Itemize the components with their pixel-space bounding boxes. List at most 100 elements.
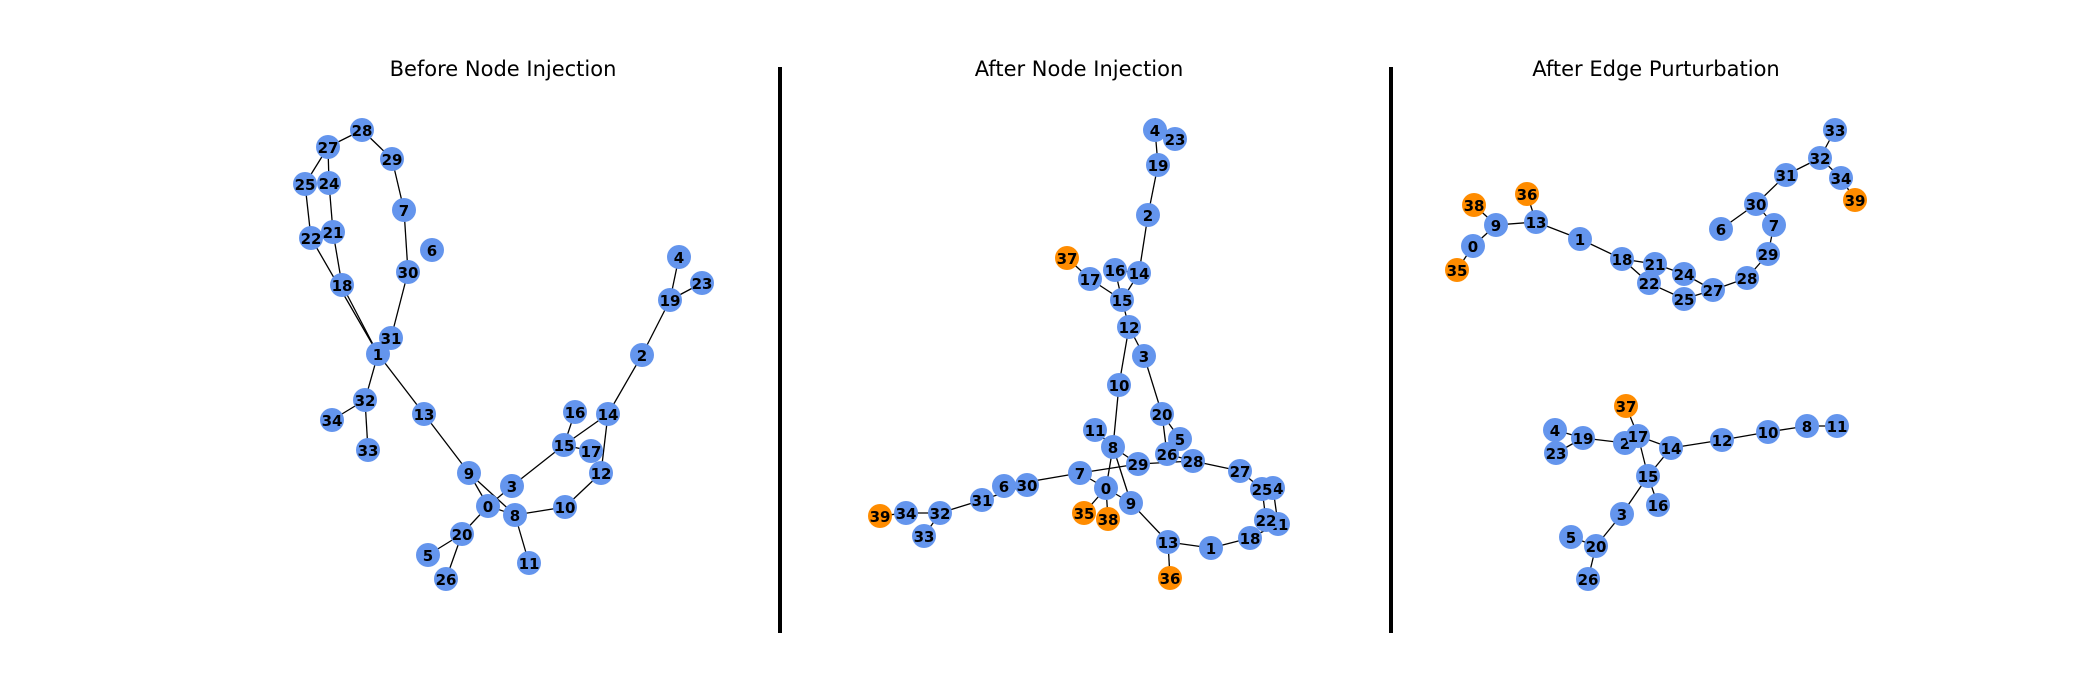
node-circle	[1610, 247, 1634, 271]
edge-9-13	[423, 413, 470, 474]
node-label: 29	[1758, 246, 1779, 264]
node-32: 32	[1808, 146, 1832, 170]
node-label: 2	[1620, 435, 1630, 453]
node-label: 23	[1165, 131, 1186, 149]
node-circle	[412, 402, 436, 426]
node-circle	[1756, 420, 1780, 444]
node-label: 30	[1017, 477, 1038, 495]
node-circle	[1119, 491, 1143, 515]
node-circle	[1576, 567, 1600, 591]
node-label: 1	[1206, 540, 1216, 558]
node-label: 13	[1526, 214, 1547, 232]
node-label: 35	[1447, 262, 1468, 280]
node-9: 9	[457, 461, 481, 485]
node-label: 15	[554, 437, 575, 455]
node-20: 20	[450, 522, 474, 546]
node-circle	[1136, 203, 1160, 227]
node-circle	[596, 402, 620, 426]
node-39: 39	[1843, 188, 1867, 212]
node-label: 17	[581, 443, 602, 461]
node-1: 1	[366, 342, 390, 366]
node-circle	[1762, 213, 1786, 237]
node-circle	[420, 238, 444, 262]
node-circle	[476, 494, 500, 518]
node-31: 31	[1774, 163, 1798, 187]
node-label: 9	[1126, 495, 1136, 513]
node-label: 33	[1825, 122, 1846, 140]
node-21: 21	[321, 220, 345, 244]
injected-node-circle	[1055, 246, 1079, 270]
node-circle	[1107, 373, 1131, 397]
node-label: 22	[301, 230, 322, 248]
node-circle	[1744, 192, 1768, 216]
node-32: 32	[353, 388, 377, 412]
node-circle	[1643, 252, 1667, 276]
node-label: 0	[1101, 480, 1111, 498]
node-label: 0	[1468, 238, 1478, 256]
node-label: 21	[323, 224, 344, 242]
node-label: 1	[1575, 231, 1585, 249]
node-circle	[1015, 473, 1039, 497]
node-label: 28	[352, 122, 373, 140]
node-label: 39	[1845, 192, 1866, 210]
node-circle	[1823, 118, 1847, 142]
node-14: 14	[1127, 261, 1151, 285]
node-24: 24	[317, 171, 341, 195]
node-circle	[1543, 418, 1567, 442]
node-label: 26	[436, 571, 457, 589]
node-circle	[457, 461, 481, 485]
node-label: 14	[598, 406, 619, 424]
node-label: 7	[1769, 217, 1779, 235]
node-8: 8	[1795, 414, 1819, 438]
node-label: 1	[373, 346, 383, 364]
node-label: 7	[399, 202, 409, 220]
node-33: 33	[912, 524, 936, 548]
node-circle	[379, 326, 403, 350]
node-label: 4	[674, 249, 684, 267]
node-28: 28	[350, 118, 374, 142]
node-13: 13	[412, 402, 436, 426]
node-25: 25	[1672, 287, 1696, 311]
node-circle	[1250, 477, 1274, 501]
node-2: 2	[630, 343, 654, 367]
node-28: 28	[1735, 266, 1759, 290]
node-circle	[579, 439, 603, 463]
node-label: 3	[1617, 506, 1627, 524]
node-circle	[1126, 452, 1150, 476]
node-label: 22	[1639, 275, 1660, 293]
node-circle	[356, 438, 380, 462]
node-circle	[1672, 262, 1696, 286]
node-label: 27	[1230, 463, 1251, 481]
node-12: 12	[1710, 428, 1734, 452]
node-label: 2	[1143, 207, 1153, 225]
node-circle	[500, 474, 524, 498]
node-circle	[1637, 271, 1661, 295]
node-label: 31	[1776, 167, 1797, 185]
node-17: 17	[579, 439, 603, 463]
node-label: 18	[332, 277, 353, 295]
node-circle	[1132, 344, 1156, 368]
node-label: 24	[1674, 266, 1695, 284]
node-30: 30	[1015, 473, 1039, 497]
node-label: 25	[295, 176, 316, 194]
node-label: 30	[398, 264, 419, 282]
node-36: 36	[1158, 566, 1182, 590]
node-20: 20	[1584, 534, 1608, 558]
node-label: 18	[1612, 251, 1633, 269]
node-label: 26	[1578, 571, 1599, 589]
injected-node-circle	[1445, 258, 1469, 282]
node-24: 24	[1672, 262, 1696, 286]
node-circle	[317, 171, 341, 195]
node-16: 16	[1646, 493, 1670, 517]
node-33: 33	[356, 438, 380, 462]
node-7: 7	[392, 198, 416, 222]
node-circle	[970, 488, 994, 512]
node-23: 23	[1163, 127, 1187, 151]
node-circle	[552, 433, 576, 457]
node-label: 8	[1108, 439, 1118, 457]
node-29: 29	[380, 147, 404, 171]
node-circle	[1829, 166, 1853, 190]
node-label: 17	[1628, 428, 1649, 446]
injected-node-circle	[1515, 182, 1539, 206]
